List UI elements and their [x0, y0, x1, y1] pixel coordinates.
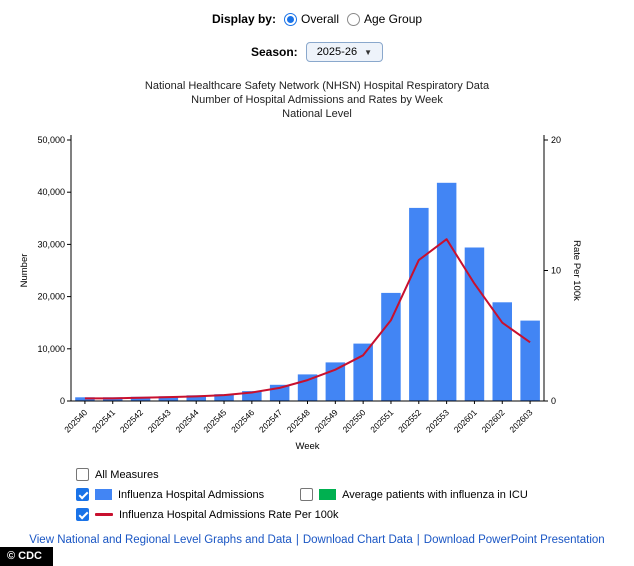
y-left-tick-label: 30,000 — [37, 239, 65, 249]
x-tick-label: 202548 — [285, 407, 312, 434]
bar-202545 — [214, 394, 234, 401]
bar-202550 — [353, 343, 373, 401]
display-by-label: Display by: — [211, 12, 276, 26]
y-left-tick-label: 50,000 — [37, 135, 65, 145]
bar-202543 — [158, 396, 179, 401]
flu-admissions-checkbox[interactable] — [76, 488, 89, 501]
rate-checkbox[interactable] — [76, 508, 89, 521]
bar-202549 — [325, 362, 346, 401]
bar-202542 — [130, 396, 151, 401]
radio-age-group-label: Age Group — [364, 12, 423, 26]
legend-item-all-measures: All Measures — [76, 468, 159, 481]
chart-title-line1: National Healthcare Safety Network (NHSN… — [144, 80, 490, 92]
y-right-tick-label: 20 — [551, 135, 561, 145]
x-tick-label: 202550 — [340, 407, 367, 434]
legend-row-3: Influenza Hospital Admissions Rate Per 1… — [76, 508, 528, 521]
rate-line-swatch — [95, 513, 113, 516]
bar-202552 — [409, 207, 429, 401]
link-download-powerpoint[interactable]: Download PowerPoint Presentation — [423, 534, 605, 546]
x-tick-label: 202551 — [368, 407, 395, 434]
chart-title: National Healthcare Safety Network (NHSN… — [0, 79, 634, 121]
legend-item-icu: Average patients with influenza in ICU — [300, 488, 528, 501]
radio-age-group[interactable]: Age Group — [347, 12, 422, 26]
chart-title-line3: National Level — [282, 108, 352, 120]
x-tick-label: 202543 — [146, 407, 173, 434]
bar-202551 — [381, 292, 401, 401]
x-tick-label: 202544 — [173, 407, 200, 434]
season-value: 2025-26 — [316, 46, 358, 58]
x-tick-label: 202542 — [118, 407, 145, 434]
radio-overall-icon[interactable] — [283, 12, 297, 26]
season-label: Season: — [251, 45, 298, 59]
x-tick-label: 202601 — [452, 407, 479, 434]
rate-label: Influenza Hospital Admissions Rate Per 1… — [119, 508, 339, 521]
y-left-axis-title: Number — [19, 254, 30, 288]
x-tick-label: 202540 — [62, 407, 89, 434]
legend: All Measures Influenza Hospital Admissio… — [76, 468, 528, 528]
y-left-tick-label: 40,000 — [37, 187, 65, 197]
bar-202602 — [492, 302, 512, 401]
season-dropdown[interactable]: 2025-26 ▼ — [305, 42, 383, 62]
y-left-tick-label: 20,000 — [37, 292, 65, 302]
x-tick-label: 202602 — [480, 407, 507, 434]
x-tick-label: 202546 — [229, 407, 256, 434]
chevron-down-icon: ▼ — [364, 47, 372, 57]
footer-links: View National and Regional Level Graphs … — [0, 534, 634, 546]
link-separator: | — [416, 534, 420, 546]
display-by-controls: Display by: Overall Age Group — [0, 12, 634, 26]
cdc-logo: © CDC — [0, 547, 53, 566]
x-tick-label: 202545 — [201, 407, 228, 434]
icu-swatch — [319, 489, 337, 500]
x-tick-label: 202549 — [313, 407, 340, 434]
x-tick-label: 202552 — [396, 407, 423, 434]
icu-label: Average patients with influenza in ICU — [342, 488, 528, 501]
rate-line — [84, 238, 531, 400]
radio-age-group-icon[interactable] — [347, 12, 360, 26]
bar-202603 — [520, 320, 540, 401]
link-view-national-regional[interactable]: View National and Regional Level Graphs … — [29, 534, 292, 546]
y-left-tick-label: 10,000 — [37, 344, 65, 354]
legend-item-rate: Influenza Hospital Admissions Rate Per 1… — [76, 508, 339, 521]
flu-admissions-swatch — [95, 489, 112, 500]
radio-overall-label: Overall — [300, 12, 339, 26]
x-axis-title: Week — [295, 441, 319, 452]
x-tick-label: 202553 — [424, 407, 451, 434]
x-tick-label: 202547 — [257, 407, 284, 434]
legend-item-flu-admissions: Influenza Hospital Admissions — [76, 488, 264, 501]
y-right-axis-title: Rate Per 100k — [571, 240, 582, 301]
flu-admissions-label: Influenza Hospital Admissions — [118, 488, 265, 501]
link-separator: | — [295, 534, 299, 546]
chart-title-line2: Number of Hospital Admissions and Rates … — [191, 94, 443, 106]
bar-202544 — [186, 395, 206, 401]
x-tick-label: 202603 — [507, 407, 534, 434]
bar-202553 — [436, 182, 457, 401]
x-tick-label: 202541 — [90, 407, 117, 434]
legend-row-1: All Measures — [76, 468, 528, 481]
radio-overall[interactable]: Overall — [283, 12, 339, 26]
legend-row-2: Influenza Hospital Admissions Average pa… — [76, 488, 528, 501]
bar-202601 — [464, 247, 485, 401]
season-controls: Season: 2025-26 ▼ — [0, 42, 634, 62]
y-right-tick-label: 10 — [551, 266, 561, 276]
all-measures-checkbox[interactable] — [76, 468, 89, 481]
y-left-tick-label: 0 — [60, 396, 65, 406]
y-right-tick-label: 0 — [551, 396, 556, 406]
all-measures-label: All Measures — [95, 468, 159, 481]
bar-202546 — [242, 391, 262, 401]
admissions-rate-chart: 0 10,000 20,000 30,000 40,000 50,000 0 10 20 2025… — [19, 135, 582, 452]
link-download-chart-data[interactable]: Download Chart Data — [302, 534, 413, 546]
icu-checkbox[interactable] — [300, 488, 314, 501]
